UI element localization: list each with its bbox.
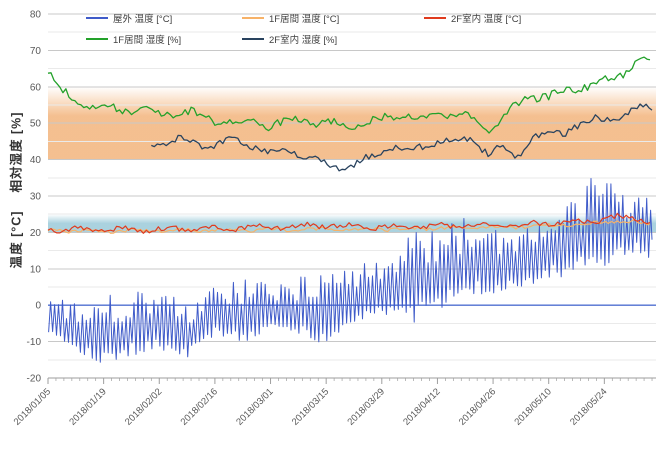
svg-text:-10: -10 (27, 337, 42, 348)
svg-text:2018/01/19: 2018/01/19 (67, 386, 108, 427)
svg-text:60: 60 (30, 82, 42, 93)
legend-label-1f-living-temperature: 1F居間 温度 [°C] (269, 14, 340, 25)
svg-text:10: 10 (30, 264, 42, 275)
svg-text:2018/01/05: 2018/01/05 (12, 386, 53, 427)
svg-text:2018/04/26: 2018/04/26 (457, 386, 498, 427)
svg-text:50: 50 (30, 119, 42, 130)
legend-swatch-outdoor-temperature (86, 17, 108, 19)
legend-swatch-1f-living-temperature (242, 17, 264, 19)
svg-text:2018/03/15: 2018/03/15 (290, 386, 331, 427)
svg-text:0: 0 (35, 301, 41, 312)
legend-swatch-2f-room-temperature (424, 17, 446, 19)
legend-label-outdoor-temperature: 屋外 温度 [°C] (113, 14, 173, 25)
legend-label-1f-living-humidity: 1F居間 湿度 [%] (113, 35, 182, 46)
svg-text:2018/02/02: 2018/02/02 (123, 386, 164, 427)
legend-label-2f-room-temperature: 2F室内 温度 [°C] (451, 14, 522, 25)
legend-item-1f-living-temperature: 1F居間 温度 [°C] (242, 11, 339, 25)
legend-swatch-1f-living-humidity (86, 38, 108, 40)
svg-text:30: 30 (30, 192, 42, 203)
legend-label-2f-room-humidity: 2F室内 湿度 [%] (269, 35, 338, 46)
legend-item-outdoor-temperature: 屋外 温度 [°C] (86, 11, 172, 25)
legend-item-2f-room-temperature: 2F室内 温度 [°C] (424, 11, 521, 25)
svg-text:20: 20 (30, 228, 42, 239)
svg-text:70: 70 (30, 46, 42, 57)
svg-text:2018/03/01: 2018/03/01 (234, 386, 275, 427)
legend-item-1f-living-humidity: 1F居間 湿度 [%] (86, 32, 181, 46)
svg-text:80: 80 (30, 10, 42, 21)
svg-text:2018/05/24: 2018/05/24 (568, 386, 609, 427)
legend-item-2f-room-humidity: 2F室内 湿度 [%] (242, 32, 337, 46)
svg-text:2018/04/12: 2018/04/12 (401, 386, 442, 427)
y-axis-title: 温度 [°C] 相対湿度 [%] (9, 111, 24, 269)
svg-text:-20: -20 (27, 374, 42, 385)
svg-text:2018/05/10: 2018/05/10 (512, 386, 553, 427)
legend-swatch-2f-room-humidity (242, 38, 264, 40)
svg-text:2018/02/16: 2018/02/16 (179, 386, 220, 427)
svg-text:40: 40 (30, 155, 42, 166)
svg-text:2018/03/29: 2018/03/29 (346, 386, 387, 427)
